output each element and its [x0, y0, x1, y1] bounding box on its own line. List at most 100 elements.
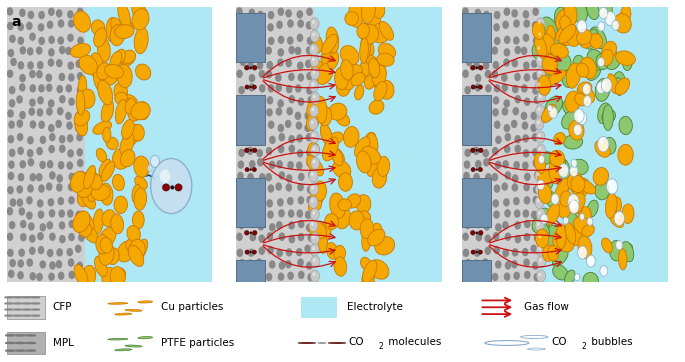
Circle shape: [279, 134, 284, 141]
Circle shape: [463, 8, 468, 15]
Circle shape: [473, 96, 477, 103]
Circle shape: [288, 37, 293, 44]
Circle shape: [17, 120, 23, 127]
Circle shape: [67, 122, 72, 129]
Circle shape: [28, 62, 33, 69]
Circle shape: [68, 135, 73, 142]
Circle shape: [312, 108, 314, 111]
Ellipse shape: [93, 121, 112, 134]
Ellipse shape: [335, 67, 349, 90]
Ellipse shape: [108, 338, 128, 340]
Circle shape: [20, 9, 25, 16]
Ellipse shape: [362, 146, 380, 164]
Circle shape: [609, 182, 612, 186]
Circle shape: [598, 84, 601, 88]
Circle shape: [311, 92, 320, 104]
Circle shape: [267, 62, 273, 68]
Ellipse shape: [121, 150, 135, 167]
Circle shape: [299, 272, 304, 278]
Circle shape: [37, 174, 42, 181]
FancyBboxPatch shape: [462, 13, 491, 62]
Text: c: c: [466, 16, 475, 29]
Circle shape: [486, 85, 491, 92]
Circle shape: [266, 148, 272, 155]
Circle shape: [297, 135, 302, 142]
Ellipse shape: [118, 3, 130, 28]
Ellipse shape: [554, 155, 566, 168]
FancyBboxPatch shape: [236, 7, 442, 282]
Circle shape: [27, 150, 33, 157]
Ellipse shape: [134, 4, 147, 20]
Ellipse shape: [122, 50, 136, 63]
Ellipse shape: [471, 250, 475, 254]
Circle shape: [512, 10, 517, 17]
Circle shape: [310, 144, 320, 156]
Circle shape: [540, 214, 548, 224]
Circle shape: [259, 235, 264, 242]
Ellipse shape: [475, 86, 478, 88]
Circle shape: [69, 197, 74, 204]
Ellipse shape: [76, 90, 85, 115]
Circle shape: [266, 273, 272, 281]
Circle shape: [493, 200, 498, 207]
Circle shape: [473, 186, 478, 193]
Circle shape: [493, 174, 497, 181]
Circle shape: [475, 84, 480, 91]
Circle shape: [5, 342, 15, 344]
Ellipse shape: [598, 103, 610, 123]
Circle shape: [514, 272, 519, 279]
Circle shape: [270, 136, 275, 143]
Circle shape: [289, 47, 295, 54]
Circle shape: [49, 8, 54, 15]
Circle shape: [20, 84, 25, 91]
Circle shape: [49, 36, 54, 43]
Circle shape: [505, 146, 510, 152]
Circle shape: [463, 22, 469, 30]
Circle shape: [514, 198, 519, 205]
Ellipse shape: [621, 241, 634, 262]
Circle shape: [463, 70, 468, 77]
Ellipse shape: [134, 188, 147, 210]
Circle shape: [551, 109, 553, 113]
Circle shape: [536, 105, 545, 117]
Circle shape: [8, 172, 14, 180]
Circle shape: [8, 233, 12, 240]
Circle shape: [464, 110, 469, 117]
Ellipse shape: [545, 191, 556, 207]
Circle shape: [14, 309, 22, 310]
Circle shape: [308, 234, 314, 241]
Circle shape: [28, 159, 34, 166]
Circle shape: [8, 8, 12, 15]
Circle shape: [68, 62, 73, 69]
Circle shape: [49, 49, 54, 56]
Ellipse shape: [372, 65, 386, 86]
Circle shape: [496, 224, 501, 231]
Circle shape: [60, 73, 64, 80]
Circle shape: [601, 78, 612, 92]
Ellipse shape: [580, 178, 590, 191]
Circle shape: [534, 234, 540, 241]
Circle shape: [46, 74, 51, 81]
Text: a: a: [11, 16, 21, 29]
Circle shape: [249, 249, 253, 256]
Circle shape: [533, 8, 538, 15]
Circle shape: [538, 83, 540, 86]
Ellipse shape: [547, 245, 559, 261]
Circle shape: [538, 186, 540, 189]
Ellipse shape: [361, 34, 371, 59]
Ellipse shape: [573, 217, 593, 235]
Circle shape: [307, 149, 312, 156]
Ellipse shape: [327, 51, 338, 70]
Circle shape: [531, 125, 536, 131]
Ellipse shape: [125, 345, 142, 347]
Ellipse shape: [372, 167, 387, 188]
Circle shape: [475, 208, 480, 215]
Circle shape: [514, 20, 519, 27]
Circle shape: [464, 161, 470, 168]
Circle shape: [506, 262, 510, 269]
Ellipse shape: [71, 171, 86, 192]
Ellipse shape: [541, 34, 556, 54]
Ellipse shape: [582, 224, 595, 237]
Ellipse shape: [606, 193, 617, 218]
Circle shape: [312, 186, 314, 189]
